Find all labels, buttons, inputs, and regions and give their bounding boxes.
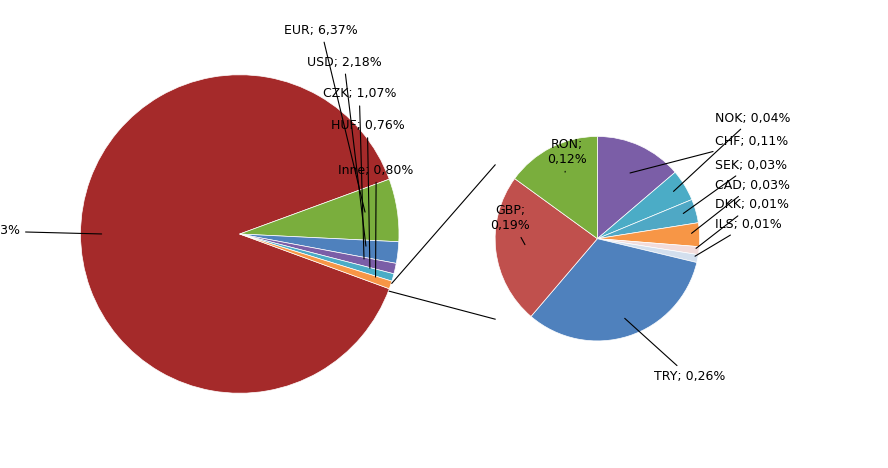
Text: ILS; 0,01%: ILS; 0,01%	[695, 218, 781, 256]
Text: PLN; 88,83%: PLN; 88,83%	[0, 224, 101, 237]
Wedge shape	[515, 137, 598, 239]
Wedge shape	[531, 239, 697, 341]
Text: RON;
0,12%: RON; 0,12%	[547, 138, 587, 172]
Text: CAD; 0,03%: CAD; 0,03%	[692, 179, 790, 234]
Text: SEK; 0,03%: SEK; 0,03%	[683, 159, 787, 213]
Wedge shape	[240, 234, 394, 281]
Wedge shape	[598, 223, 700, 247]
Text: NOK; 0,04%: NOK; 0,04%	[673, 111, 790, 191]
Text: CHF; 0,11%: CHF; 0,11%	[630, 135, 789, 173]
Wedge shape	[598, 137, 675, 239]
Text: Inne; 0,80%: Inne; 0,80%	[338, 164, 414, 277]
Wedge shape	[598, 199, 698, 239]
Text: EUR; 6,37%: EUR; 6,37%	[284, 24, 365, 212]
Text: DKK; 0,01%: DKK; 0,01%	[696, 198, 789, 249]
Wedge shape	[240, 234, 399, 263]
Wedge shape	[598, 172, 692, 239]
Text: GBP;
0,19%: GBP; 0,19%	[490, 204, 530, 245]
Wedge shape	[496, 179, 598, 316]
Wedge shape	[240, 179, 399, 242]
Text: TRY; 0,26%: TRY; 0,26%	[625, 318, 725, 383]
Wedge shape	[240, 234, 396, 274]
Wedge shape	[81, 75, 389, 393]
Text: HUF; 0,76%: HUF; 0,76%	[330, 119, 404, 268]
Wedge shape	[598, 239, 698, 263]
Wedge shape	[240, 234, 392, 289]
Text: CZK; 1,07%: CZK; 1,07%	[322, 88, 396, 259]
Wedge shape	[598, 239, 700, 255]
Text: USD; 2,18%: USD; 2,18%	[306, 56, 381, 246]
